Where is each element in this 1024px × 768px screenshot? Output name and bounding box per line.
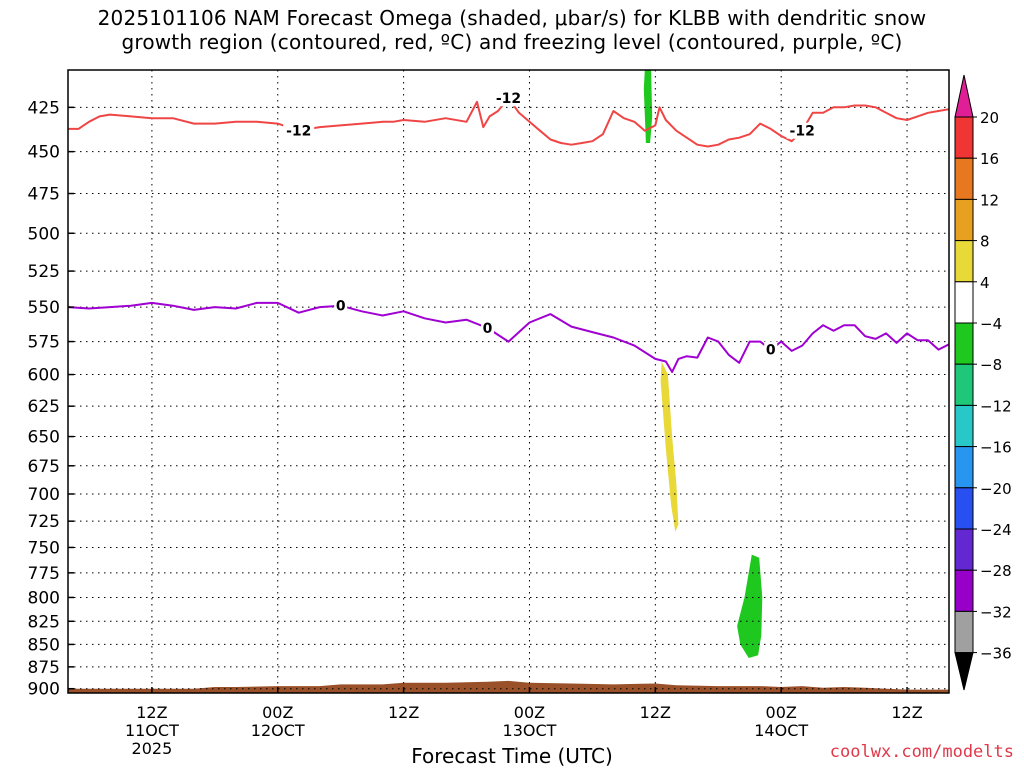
x-tick-label-54-0: 00Z [766, 703, 797, 722]
colorbar-label-12: −32 [980, 603, 1012, 621]
y-tick-label-725: 725 [28, 512, 60, 532]
x-tick-label--6-1: 11OCT [125, 721, 179, 740]
y-tick-label-425: 425 [28, 98, 60, 118]
contour-label-1-1: 0 [483, 321, 493, 337]
contour-label-1-0: 0 [336, 299, 346, 315]
omega-shading [643, 70, 763, 658]
contour-line-1 [67, 301, 950, 373]
y-tick-label-600: 600 [28, 366, 60, 386]
colorbar-label-5: −4 [980, 315, 1002, 333]
colorbar-label-1: 16 [980, 150, 999, 168]
x-tick-label-6-0: 00Z [262, 703, 293, 722]
x-tick-label-42-0: 12Z [640, 703, 671, 722]
y-tick-label-550: 550 [28, 298, 60, 318]
x-tick-label-30-0: 00Z [514, 703, 545, 722]
colorbar-label-8: −16 [980, 439, 1012, 457]
y-tick-label-775: 775 [28, 564, 60, 584]
colorbar-label-7: −12 [980, 397, 1012, 415]
title-line-1: 2025101106 NAM Forecast Omega (shaded, μ… [97, 6, 927, 30]
colorbar-label-6: −8 [980, 356, 1002, 374]
colorbar-label-9: −20 [980, 480, 1012, 498]
omega-region-1 [643, 70, 653, 143]
colorbar-swatch-2 [954, 198, 974, 242]
omega-region-0 [660, 361, 679, 532]
colorbar-label-10: −24 [980, 521, 1012, 539]
contour-label-bg-0-1 [493, 90, 524, 107]
y-tick-label-700: 700 [28, 485, 60, 505]
y-tick-label-825: 825 [28, 612, 60, 632]
chart-title: 2025101106 NAM Forecast Omega (shaded, μ… [0, 6, 1024, 54]
y-tick-label-875: 875 [28, 658, 60, 678]
colorbar-label-3: 8 [980, 233, 990, 251]
y-tick-label-525: 525 [28, 262, 60, 282]
credit-text: coolwx.com/modelts [829, 742, 1014, 762]
x-tick-label-6-1: 12OCT [251, 721, 305, 740]
y-axis: 425 450 475 500 525 550 575 600 625 650 675 700 725 7… [28, 98, 74, 700]
title-line-2: growth region (contoured, red, ºC) and f… [121, 30, 903, 54]
contour-label-bg-0-0 [283, 122, 315, 139]
colorbar-swatch-0 [954, 116, 974, 159]
y-tick-label-500: 500 [28, 224, 60, 244]
x-tick-label--6-2: 2025 [132, 739, 173, 758]
contour-label-0-1: -12 [496, 91, 521, 107]
terrain [68, 680, 949, 693]
x-tick-label-66-0: 12Z [891, 703, 922, 722]
y-tick-label-750: 750 [28, 538, 60, 558]
contour-label-bg-0-2 [786, 122, 818, 139]
omega-region-2 [737, 554, 763, 658]
colorbar-swatch-12 [954, 610, 974, 654]
colorbar-label-4: 4 [980, 274, 990, 292]
x-axis-title: Forecast Time (UTC) [411, 744, 613, 768]
x-tick-label-30-1: 13OCT [503, 721, 557, 740]
contour-label-bg-1-0 [334, 297, 348, 314]
colorbar-swatch-7 [954, 404, 974, 448]
terrain-fill [68, 680, 949, 693]
x-tick-label--6-0: 12Z [136, 703, 167, 722]
colorbar-swatch-4 [954, 281, 974, 324]
contour-label-bg-1-2 [764, 341, 778, 358]
contour-label-1-2: 0 [766, 343, 776, 359]
colorbar-swatch-10 [954, 528, 974, 571]
y-tick-label-475: 475 [28, 185, 60, 205]
contour-label-0-2: -12 [790, 124, 815, 140]
colorbar-swatch-6 [954, 363, 974, 406]
y-tick-label-625: 625 [28, 397, 60, 417]
colorbar-top-triangle [954, 74, 974, 118]
y-tick-label-850: 850 [28, 635, 60, 655]
colorbar-swatch-3 [954, 240, 974, 283]
x-tick-label-18-0: 12Z [388, 703, 419, 722]
colorbar-label-0: 20 [980, 109, 999, 127]
colorbar-swatch-9 [954, 487, 974, 530]
y-tick-label-800: 800 [28, 588, 60, 608]
contour-lines: -12 -12 -12 0 0 0 [67, 90, 950, 373]
y-tick-label-450: 450 [28, 143, 60, 163]
colorbar-swatch-1 [954, 157, 974, 200]
contour-label-0-0: -12 [286, 124, 311, 140]
colorbar-label-11: −28 [980, 562, 1012, 580]
contour-label-bg-1-1 [481, 319, 495, 336]
colorbar-bottom-triangle [954, 652, 974, 691]
x-tick-label-54-1: 14OCT [754, 721, 808, 740]
plot-frame [67, 69, 950, 694]
grid-lines [68, 70, 949, 693]
colorbar-label-13: −36 [980, 645, 1012, 663]
contour-line-0 [68, 97, 950, 148]
colorbar-swatch-11 [954, 569, 974, 612]
colorbar-swatch-5 [954, 322, 974, 365]
colorbar-swatch-8 [954, 446, 974, 489]
colorbar-label-2: 12 [980, 191, 999, 209]
y-tick-label-900: 900 [28, 680, 60, 700]
y-tick-label-675: 675 [28, 457, 60, 477]
colorbar: 20 16 12 8 4 −4 −8 −12 −16 −20 −24 −28 −32 −36 [954, 74, 1012, 691]
y-tick-label-650: 650 [28, 428, 60, 448]
y-tick-label-575: 575 [28, 333, 60, 353]
